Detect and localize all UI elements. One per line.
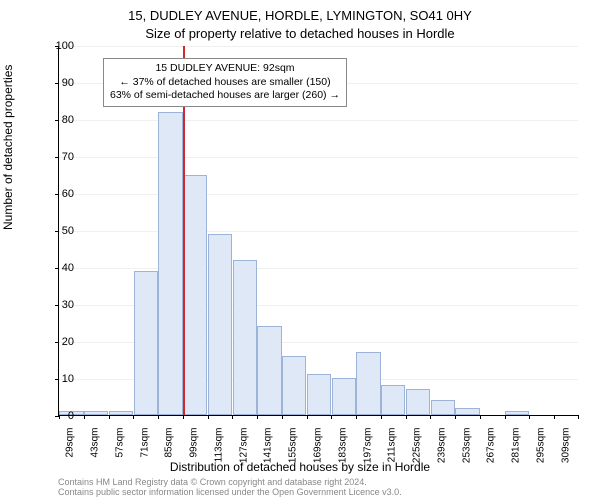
histogram-bar (257, 326, 281, 415)
xtick-mark (59, 415, 60, 419)
annotation-line2: ← 37% of detached houses are smaller (15… (110, 76, 340, 90)
xtick-label: 253sqm (461, 428, 472, 468)
histogram-bar (455, 408, 479, 415)
chart-title-line1: 15, DUDLEY AVENUE, HORDLE, LYMINGTON, SO… (0, 8, 600, 23)
xtick-label: 141sqm (263, 428, 274, 468)
xtick-mark (529, 415, 530, 419)
xtick-label: 183sqm (337, 428, 348, 468)
xtick-label: 281sqm (511, 428, 522, 468)
xtick-label: 155sqm (288, 428, 299, 468)
histogram-bar (109, 411, 133, 415)
ytick-label: 20 (62, 336, 74, 348)
y-axis-label: Number of detached properties (1, 65, 15, 230)
gridline (59, 268, 578, 269)
xtick-mark (282, 415, 283, 419)
histogram-bar (431, 400, 455, 415)
ytick-mark (55, 379, 59, 380)
xtick-mark (505, 415, 506, 419)
xtick-label: 57sqm (114, 428, 125, 468)
histogram-bar (356, 352, 380, 415)
xtick-label: 113sqm (213, 428, 224, 468)
ytick-label: 10 (62, 373, 74, 385)
ytick-mark (55, 231, 59, 232)
gridline (59, 46, 578, 47)
xtick-mark (208, 415, 209, 419)
gridline (59, 120, 578, 121)
gridline (59, 194, 578, 195)
xtick-mark (356, 415, 357, 419)
xtick-label: 43sqm (90, 428, 101, 468)
histogram-bar (307, 374, 331, 415)
xtick-mark (331, 415, 332, 419)
xtick-mark (455, 415, 456, 419)
annotation-line1: 15 DUDLEY AVENUE: 92sqm (110, 62, 340, 76)
xtick-label: 267sqm (486, 428, 497, 468)
gridline (59, 157, 578, 158)
xtick-label: 225sqm (412, 428, 423, 468)
annotation-box: 15 DUDLEY AVENUE: 92sqm← 37% of detached… (103, 58, 347, 107)
footer-attribution: Contains HM Land Registry data © Crown c… (58, 478, 402, 498)
histogram-bar (134, 271, 158, 415)
ytick-label: 60 (62, 188, 74, 200)
xtick-mark (406, 415, 407, 419)
xtick-label: 169sqm (313, 428, 324, 468)
ytick-label: 80 (62, 114, 74, 126)
histogram-bar (332, 378, 356, 415)
ytick-label: 50 (62, 225, 74, 237)
ytick-label: 100 (56, 40, 74, 52)
xtick-label: 239sqm (436, 428, 447, 468)
xtick-mark (109, 415, 110, 419)
histogram-bar (505, 411, 529, 415)
histogram-bar (406, 389, 430, 415)
xtick-mark (133, 415, 134, 419)
xtick-label: 99sqm (189, 428, 200, 468)
histogram-bar (208, 234, 232, 415)
histogram-bar (158, 112, 182, 415)
ytick-mark (55, 83, 59, 84)
ytick-mark (55, 157, 59, 158)
xtick-mark (183, 415, 184, 419)
histogram-bar (282, 356, 306, 415)
xtick-label: 71sqm (139, 428, 150, 468)
xtick-mark (84, 415, 85, 419)
histogram-bar (381, 385, 405, 415)
histogram-bar (84, 411, 108, 415)
xtick-label: 127sqm (238, 428, 249, 468)
footer-line2: Contains public sector information licen… (58, 488, 402, 498)
xtick-label: 29sqm (65, 428, 76, 468)
ytick-label: 0 (68, 410, 74, 422)
xtick-label: 295sqm (535, 428, 546, 468)
ytick-label: 30 (62, 299, 74, 311)
ytick-mark (55, 305, 59, 306)
annotation-line3: 63% of semi-detached houses are larger (… (110, 89, 340, 103)
xtick-mark (480, 415, 481, 419)
xtick-label: 197sqm (362, 428, 373, 468)
ytick-mark (55, 194, 59, 195)
xtick-mark (257, 415, 258, 419)
xtick-mark (578, 415, 579, 419)
histogram-bar (183, 175, 207, 416)
chart-title-line2: Size of property relative to detached ho… (0, 26, 600, 41)
gridline (59, 231, 578, 232)
xtick-mark (307, 415, 308, 419)
xtick-label: 211sqm (387, 428, 398, 468)
xtick-mark (158, 415, 159, 419)
ytick-mark (55, 268, 59, 269)
xtick-mark (554, 415, 555, 419)
ytick-mark (55, 120, 59, 121)
xtick-label: 85sqm (164, 428, 175, 468)
ytick-label: 70 (62, 151, 74, 163)
ytick-mark (55, 342, 59, 343)
xtick-mark (232, 415, 233, 419)
xtick-mark (430, 415, 431, 419)
xtick-mark (381, 415, 382, 419)
xtick-label: 309sqm (560, 428, 571, 468)
ytick-label: 90 (62, 77, 74, 89)
histogram-bar (233, 260, 257, 415)
ytick-label: 40 (62, 262, 74, 274)
